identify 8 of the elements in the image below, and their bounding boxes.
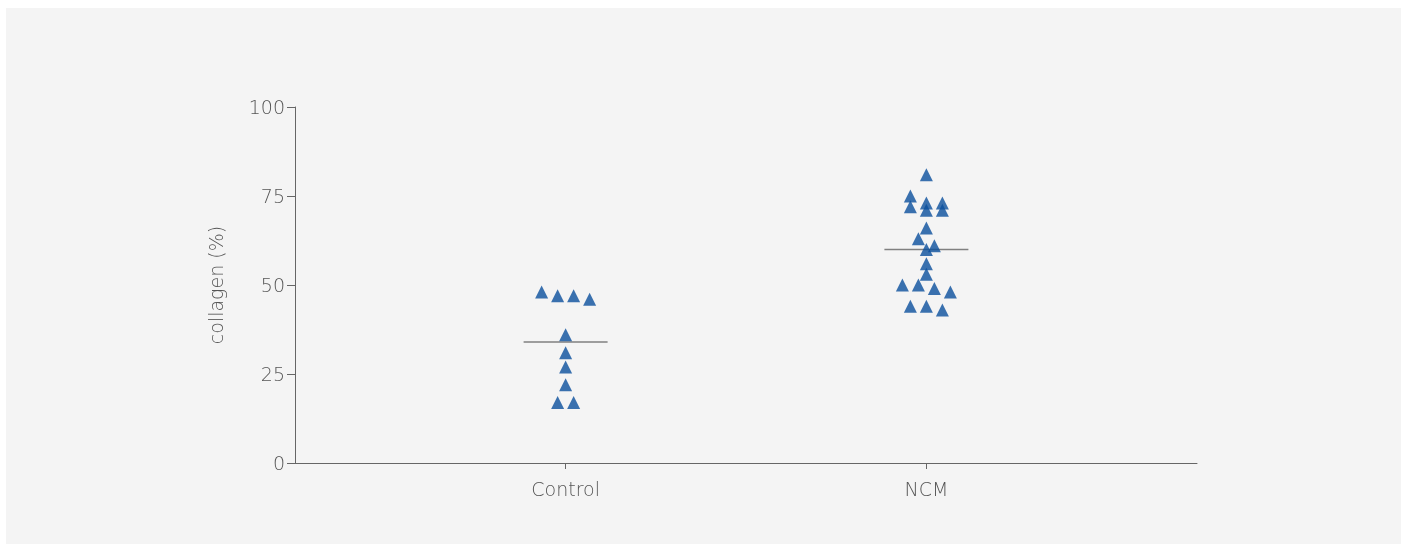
y-tick-label: 25 (260, 363, 285, 385)
x-tick-label: Control (531, 477, 600, 500)
y-axis-title: collagen (%) (204, 225, 227, 345)
x-tick-label: NCM (904, 477, 949, 500)
y-tick-label: 50 (260, 274, 285, 296)
y-tick-label: 0 (272, 452, 285, 474)
y-tick-label: 100 (248, 96, 285, 118)
y-tick-label: 75 (260, 185, 285, 207)
